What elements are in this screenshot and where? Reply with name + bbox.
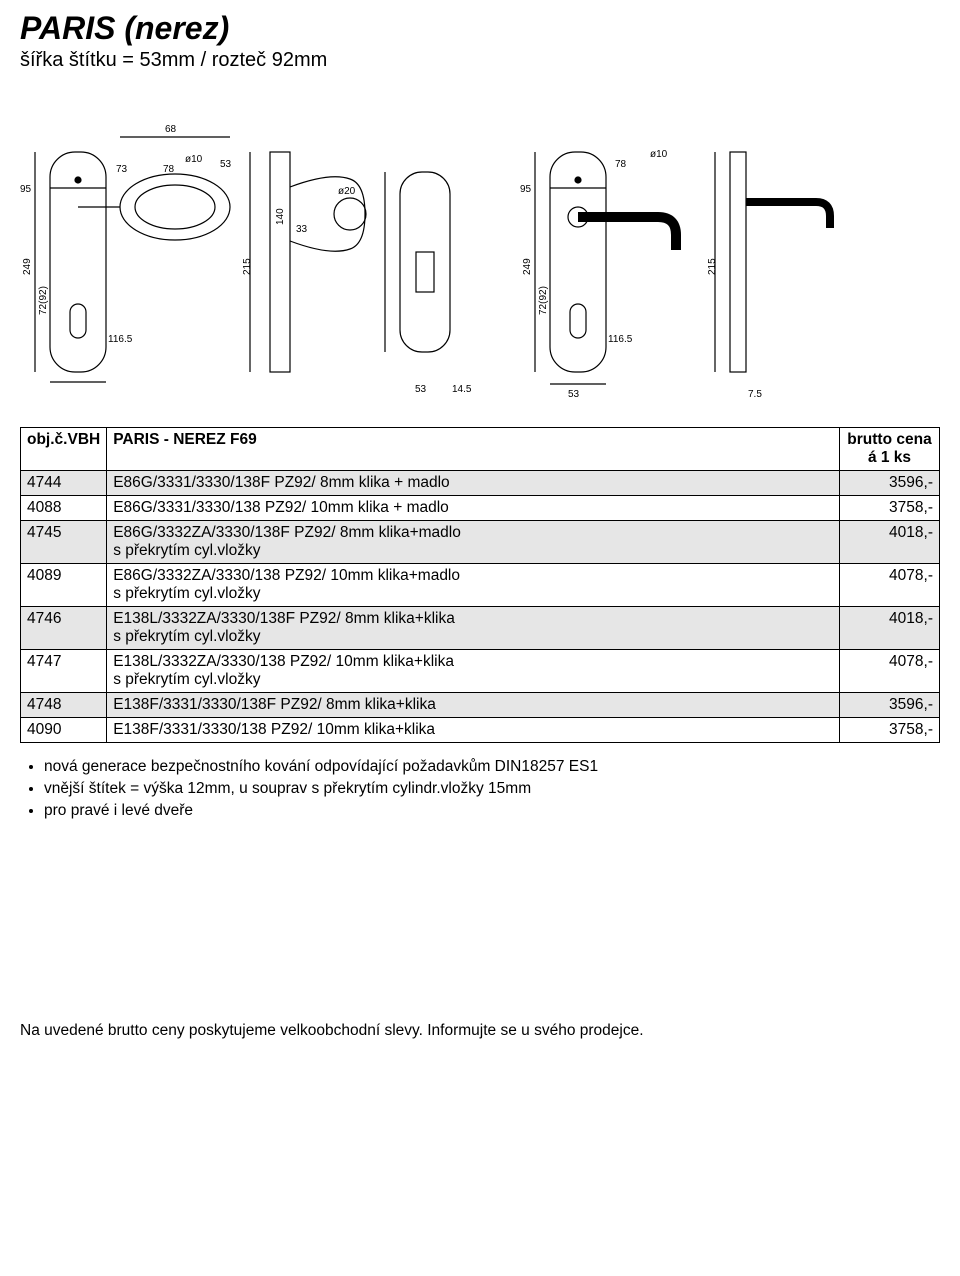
dim-label: 116.5 (108, 334, 133, 345)
table-row: 4745E86G/3332ZA/3330/138F PZ92/ 8mm klik… (21, 521, 940, 564)
table-cell-code: 4745 (21, 521, 107, 564)
dim-label: 53 (568, 389, 580, 400)
footer-note: Na uvedené brutto ceny poskytujeme velko… (20, 1022, 940, 1040)
table-cell-desc: E86G/3332ZA/3330/138 PZ92/ 10mm klika+ma… (107, 564, 840, 607)
table-cell-price: 3758,- (840, 718, 940, 743)
diagram-right: 95 78 ø10 249 72(92) 116.5 215 53 7.5 (520, 102, 940, 407)
table-cell-code: 4746 (21, 607, 107, 650)
table-cell-code: 4748 (21, 693, 107, 718)
table-cell-desc: E138L/3332ZA/3330/138 PZ92/ 10mm klika+k… (107, 650, 840, 693)
dim-label: 53 (220, 159, 232, 170)
table-row: 4090E138F/3331/3330/138 PZ92/ 10mm klika… (21, 718, 940, 743)
table-cell-price: 3596,- (840, 693, 940, 718)
dim-label: 95 (20, 184, 32, 195)
dim-label: 72(92) (538, 286, 549, 315)
table-cell-desc: E86G/3331/3330/138 PZ92/ 10mm klika + ma… (107, 496, 840, 521)
dim-label: 116.5 (608, 334, 633, 345)
price-table: obj.č.VBH PARIS - NEREZ F69 brutto cena … (20, 427, 940, 743)
dim-label: 14.5 (452, 384, 472, 395)
table-cell-desc: E138L/3332ZA/3330/138F PZ92/ 8mm klika+k… (107, 607, 840, 650)
table-cell-code: 4744 (21, 471, 107, 496)
diagram-left: 68 95 73 78 ø10 53 249 72(92) 116.5 33 2… (20, 102, 480, 407)
dim-label: 78 (163, 164, 175, 175)
table-cell-code: 4089 (21, 564, 107, 607)
dim-label: ø10 (650, 149, 668, 160)
dim-label: 73 (116, 164, 128, 175)
table-cell-desc: E138F/3331/3330/138 PZ92/ 10mm klika+kli… (107, 718, 840, 743)
dim-label: 72(92) (38, 286, 49, 315)
dim-label: 33 (296, 224, 308, 235)
list-item: nová generace bezpečnostního kování odpo… (44, 757, 940, 778)
page-title: PARIS (nerez) (20, 10, 940, 47)
table-cell-price: 4018,- (840, 607, 940, 650)
table-row: 4744E86G/3331/3330/138F PZ92/ 8mm klika … (21, 471, 940, 496)
table-cell-desc: E86G/3332ZA/3330/138F PZ92/ 8mm klika+ma… (107, 521, 840, 564)
table-row: 4746E138L/3332ZA/3330/138F PZ92/ 8mm kli… (21, 607, 940, 650)
table-header-code: obj.č.VBH (21, 428, 107, 471)
table-row: 4747E138L/3332ZA/3330/138 PZ92/ 10mm kli… (21, 650, 940, 693)
table-row: 4088E86G/3331/3330/138 PZ92/ 10mm klika … (21, 496, 940, 521)
dim-label: 249 (22, 258, 33, 275)
table-cell-desc: E86G/3331/3330/138F PZ92/ 8mm klika + ma… (107, 471, 840, 496)
diagram-area: 68 95 73 78 ø10 53 249 72(92) 116.5 33 2… (20, 102, 940, 407)
table-cell-price: 3758,- (840, 496, 940, 521)
dim-label: 95 (520, 184, 532, 195)
page-subtitle: šířka štítku = 53mm / rozteč 92mm (20, 49, 940, 72)
dim-label: 140 (275, 208, 286, 225)
dim-label: 78 (615, 159, 627, 170)
table-cell-price: 4078,- (840, 564, 940, 607)
table-header-price: brutto cena á 1 ks (840, 428, 940, 471)
dim-label: 53 (415, 384, 427, 395)
list-item: pro pravé i levé dveře (44, 801, 940, 822)
list-item: vnější štítek = výška 12mm, u souprav s … (44, 779, 940, 800)
dim-label: 249 (522, 258, 533, 275)
notes-list: nová generace bezpečnostního kování odpo… (20, 757, 940, 822)
dim-label: 215 (707, 258, 718, 275)
dim-label: 7.5 (748, 389, 762, 400)
table-row: 4089E86G/3332ZA/3330/138 PZ92/ 10mm klik… (21, 564, 940, 607)
table-cell-desc: E138F/3331/3330/138F PZ92/ 8mm klika+kli… (107, 693, 840, 718)
table-row: 4748E138F/3331/3330/138F PZ92/ 8mm klika… (21, 693, 940, 718)
table-cell-code: 4747 (21, 650, 107, 693)
table-header-desc: PARIS - NEREZ F69 (107, 428, 840, 471)
dim-label: ø10 (185, 154, 203, 165)
dim-label: 215 (242, 258, 253, 275)
table-cell-price: 4078,- (840, 650, 940, 693)
dim-label: 68 (165, 124, 177, 135)
table-cell-code: 4088 (21, 496, 107, 521)
table-cell-code: 4090 (21, 718, 107, 743)
table-cell-price: 3596,- (840, 471, 940, 496)
dim-label: ø20 (338, 186, 356, 197)
table-cell-price: 4018,- (840, 521, 940, 564)
price-table-wrapper: obj.č.VBH PARIS - NEREZ F69 brutto cena … (20, 427, 940, 743)
